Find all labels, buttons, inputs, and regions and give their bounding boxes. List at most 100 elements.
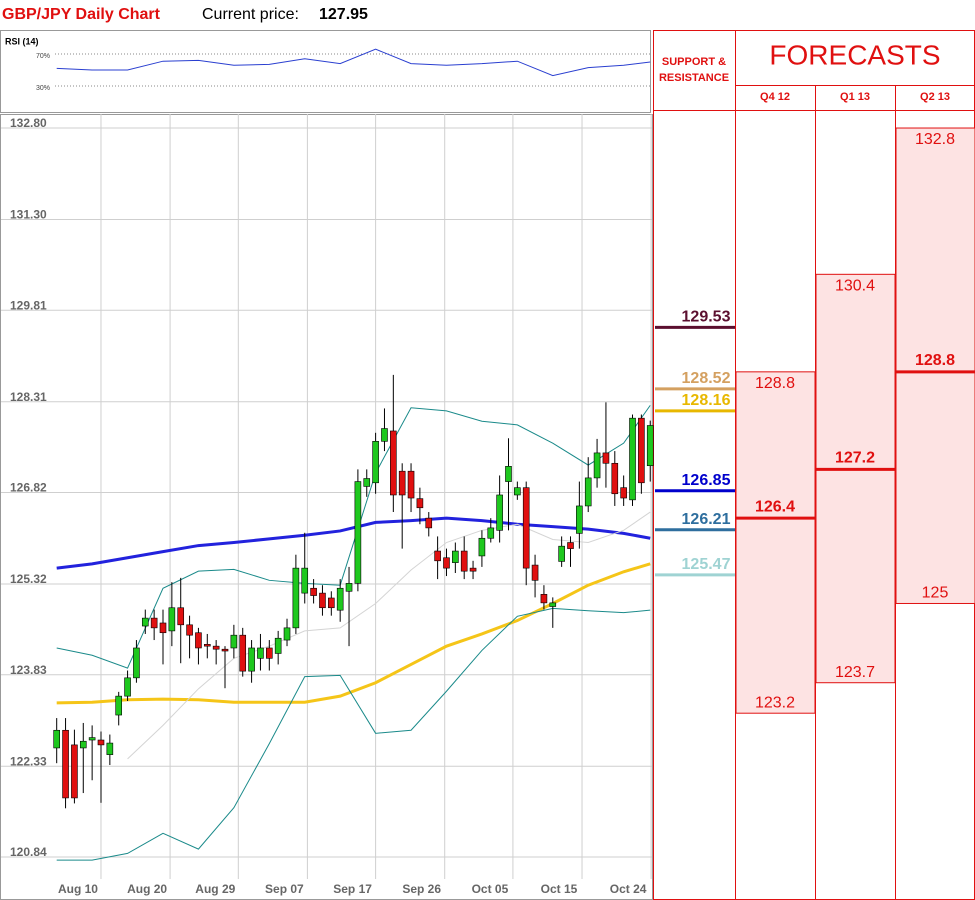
candle-body — [319, 592, 326, 609]
forecast-low: 123.2 — [755, 694, 795, 711]
candle-body — [133, 647, 140, 679]
candle-body — [434, 550, 441, 562]
level-label: 128.52 — [682, 370, 731, 387]
y-tick-label: 120.84 — [10, 845, 47, 859]
candle-body — [336, 587, 344, 611]
candle-body — [381, 428, 388, 442]
column-header: Q4 12 — [760, 91, 790, 103]
forecast-mid-label: 127.2 — [835, 450, 875, 467]
y-tick-label: 122.33 — [10, 754, 47, 768]
level-label: 125.47 — [682, 556, 731, 573]
candle-body — [593, 452, 601, 479]
candle-body — [469, 567, 477, 572]
candle-body — [186, 624, 193, 636]
level-label: 126.21 — [682, 511, 731, 528]
candle-body — [487, 527, 495, 539]
candle-body — [363, 478, 371, 487]
candle-body — [168, 607, 176, 632]
candle-body — [159, 622, 167, 634]
candle-body — [398, 470, 406, 496]
plot-frame — [0, 114, 653, 900]
x-tick-label: Sep 26 — [402, 882, 441, 896]
candle-body — [97, 739, 105, 746]
candle-body — [531, 564, 539, 581]
candle-body — [310, 587, 317, 596]
y-tick-label: 125.32 — [10, 572, 47, 586]
candle-body — [522, 487, 530, 569]
candle-body — [620, 487, 627, 499]
candle-body — [602, 452, 610, 464]
candle-body — [203, 644, 211, 647]
candle-body — [576, 505, 583, 534]
candle-body — [629, 417, 636, 501]
candle-body — [496, 494, 503, 531]
candle-body — [460, 550, 468, 572]
candle-body — [567, 542, 574, 549]
candle-body — [328, 597, 335, 609]
forecast-low: 123.7 — [835, 664, 875, 681]
candle-body — [177, 607, 185, 626]
forecast-range — [895, 127, 975, 604]
y-tick-label: 70% — [36, 53, 50, 60]
candle-body — [212, 645, 220, 650]
candle-body — [150, 617, 158, 629]
candle-body — [505, 466, 512, 482]
candle-body — [221, 648, 229, 652]
forecast-range — [815, 273, 896, 684]
y-tick-label: 128.31 — [10, 390, 47, 404]
forecast-mid-label: 128.8 — [915, 352, 955, 369]
x-tick-label: Sep 07 — [265, 882, 304, 896]
candle-body — [301, 567, 309, 594]
chart-title: GBP/JPY Daily Chart — [2, 6, 161, 23]
candle-body — [106, 742, 114, 755]
candle-body — [390, 430, 397, 496]
price-label: Current price: — [202, 6, 299, 23]
candle-body — [62, 729, 69, 799]
candle-body — [274, 637, 282, 654]
column-header: Q1 13 — [840, 91, 870, 103]
candle-body — [354, 481, 362, 584]
x-tick-label: Oct 05 — [472, 882, 509, 896]
candle-body — [292, 567, 300, 629]
forecast-mid-label: 126.4 — [755, 498, 795, 515]
y-tick-label: 126.82 — [10, 481, 47, 495]
x-tick-label: Sep 17 — [333, 882, 372, 896]
forecast-high: 128.8 — [755, 375, 795, 392]
candle-body — [407, 470, 415, 499]
forecast-low: 125 — [922, 585, 949, 602]
current-price: 127.95 — [319, 6, 368, 23]
candle-body — [124, 677, 131, 697]
candle-body — [88, 737, 96, 741]
rsi-title: RSI (14) — [5, 36, 39, 46]
candle-body — [416, 498, 424, 509]
level-label: 128.16 — [682, 392, 731, 409]
candle-body — [514, 487, 521, 496]
candle-body — [558, 545, 565, 562]
levels-title: SUPPORT & RESISTANCE — [658, 56, 730, 84]
overlay-line — [56, 607, 651, 861]
x-tick-label: Oct 24 — [610, 882, 647, 896]
candle-body — [646, 425, 654, 467]
candle-body — [638, 417, 645, 484]
forecast-high: 130.4 — [835, 278, 875, 295]
candle-body — [540, 594, 548, 604]
y-tick-label: 129.81 — [10, 298, 47, 312]
x-tick-label: Aug 20 — [127, 882, 167, 896]
candle-body — [345, 583, 353, 592]
x-tick-label: Oct 15 — [541, 882, 578, 896]
candle-body — [266, 647, 273, 659]
y-tick-label: 123.83 — [10, 663, 47, 677]
candle-body — [283, 627, 291, 641]
y-tick-label: 30% — [36, 85, 50, 92]
candle-body — [239, 634, 247, 672]
overlay-line — [56, 562, 651, 705]
forecast-high: 132.8 — [915, 131, 955, 148]
candle-body — [115, 695, 123, 716]
candle-body — [257, 647, 264, 659]
candle-body — [549, 602, 557, 607]
candle-body — [248, 647, 255, 672]
column-header: Q2 13 — [920, 91, 950, 103]
candle-body — [230, 634, 238, 649]
candle-body — [478, 537, 486, 557]
